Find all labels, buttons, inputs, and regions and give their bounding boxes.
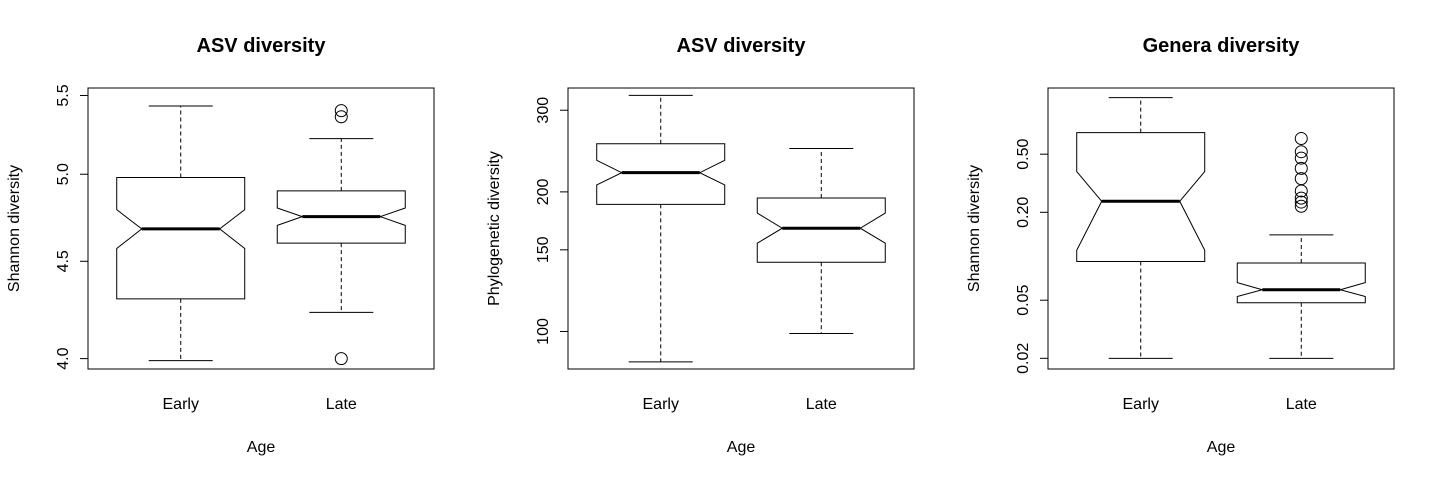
y-tick-label: 0.20 [1015, 197, 1032, 228]
plot-frame [567, 87, 915, 370]
y-tick-label: 100 [535, 318, 552, 345]
y-tick-label: 5.5 [55, 84, 72, 106]
outlier-point [1294, 184, 1308, 198]
y-tick-label: 4.5 [55, 250, 72, 272]
y-axis-label: Phylogenetic diversity [486, 151, 503, 306]
plot-frame [87, 87, 435, 370]
x-tick-label: Late [326, 396, 357, 413]
x-tick-label: Late [806, 396, 837, 413]
outlier-point [334, 104, 348, 118]
x-axis-label: Age [247, 439, 276, 456]
outlier-point [1294, 161, 1308, 175]
outlier-point [1294, 172, 1308, 186]
x-tick-label: Early [643, 396, 679, 413]
outlier-point [1294, 132, 1308, 146]
outlier-point [334, 110, 348, 124]
y-tick-label: 300 [535, 97, 552, 124]
chart-title: ASV diversity [197, 35, 327, 57]
outlier-point [1294, 199, 1308, 213]
box-late: Late [276, 104, 406, 413]
outlier-point [1294, 145, 1308, 159]
outlier-point [1294, 151, 1308, 165]
panel-3: Genera diversity 0.02 0.05 0.20 0.50 Shannon … [966, 35, 1395, 456]
y-tick-label: 4.0 [55, 347, 72, 369]
x-axis-label: Age [727, 439, 756, 456]
y-tick-label: 0.02 [1015, 343, 1032, 374]
y-tick-label: 150 [535, 236, 552, 263]
y-tick-label: 0.50 [1015, 139, 1032, 170]
y-axis-label: Shannon diversity [6, 165, 23, 292]
outlier-point [1294, 195, 1308, 209]
y-tick-label: 5.0 [55, 163, 72, 185]
panel-2: ASV diversity 100 150 200 300 Phylogenetic di… [486, 35, 915, 456]
notched-box [116, 177, 246, 300]
y-axis-label: Shannon diversity [966, 165, 983, 292]
box-late: Late [1236, 132, 1366, 413]
x-axis-label: Age [1207, 439, 1236, 456]
box-late: Late [756, 148, 886, 413]
notched-box [1076, 132, 1206, 263]
x-tick-label: Early [163, 396, 199, 413]
x-tick-label: Early [1123, 396, 1159, 413]
box-early: Early [116, 105, 246, 413]
notched-box [1236, 262, 1366, 304]
panel-1: ASV diversity 4.0 4.5 5.0 5.5 Shannon diversi… [6, 35, 435, 456]
box-early: Early [1076, 97, 1206, 413]
notched-box [756, 197, 886, 263]
x-tick-label: Late [1286, 396, 1317, 413]
outlier-point [334, 352, 348, 366]
plot-frame [1047, 87, 1395, 370]
chart-title: Genera diversity [1143, 35, 1301, 57]
chart-title: ASV diversity [677, 35, 807, 57]
outlier-point [1294, 191, 1308, 205]
y-tick-label: 200 [535, 178, 552, 205]
box-early: Early [596, 94, 726, 413]
y-tick-label: 0.05 [1015, 285, 1032, 316]
